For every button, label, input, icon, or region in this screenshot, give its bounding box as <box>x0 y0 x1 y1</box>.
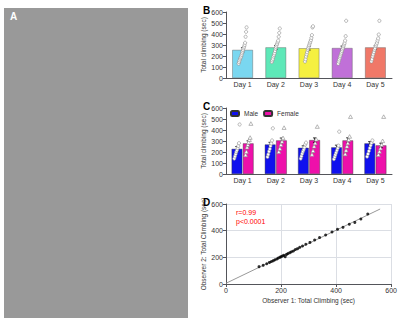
svg-text:Female: Female <box>277 110 299 117</box>
svg-text:Total climbing (sec): Total climbing (sec) <box>200 17 208 73</box>
svg-text:Day 2: Day 2 <box>267 177 285 185</box>
svg-text:200: 200 <box>275 287 287 294</box>
svg-text:300: 300 <box>211 138 223 145</box>
svg-text:200: 200 <box>211 53 223 60</box>
svg-text:0: 0 <box>219 281 223 288</box>
svg-text:100: 100 <box>211 64 223 71</box>
svg-text:Day 3: Day 3 <box>300 177 318 185</box>
svg-text:Day 3: Day 3 <box>300 81 318 89</box>
svg-text:600: 600 <box>211 105 223 112</box>
svg-text:p<0.0001: p<0.0001 <box>236 218 265 226</box>
svg-text:Observer 1: Total Climbing (se: Observer 1: Total Climbing (sec) <box>262 297 355 305</box>
svg-text:Day 2: Day 2 <box>267 81 285 89</box>
svg-text:200: 200 <box>211 254 223 261</box>
svg-text:B: B <box>203 5 210 16</box>
svg-text:Total climbing (sec): Total climbing (sec) <box>200 113 208 169</box>
svg-text:600: 600 <box>211 201 223 208</box>
svg-text:Day 5: Day 5 <box>366 81 384 89</box>
svg-text:Day 1: Day 1 <box>233 177 251 185</box>
svg-text:C: C <box>203 101 210 112</box>
svg-text:400: 400 <box>211 227 223 234</box>
svg-text:400: 400 <box>211 31 223 38</box>
svg-text:0: 0 <box>219 171 223 178</box>
svg-text:400: 400 <box>211 127 223 134</box>
svg-text:100: 100 <box>211 160 223 167</box>
svg-text:Day 1: Day 1 <box>233 81 251 89</box>
svg-text:D: D <box>203 197 210 208</box>
svg-text:400: 400 <box>330 287 342 294</box>
svg-text:Day 4: Day 4 <box>333 81 351 89</box>
svg-text:Day 4: Day 4 <box>333 177 351 185</box>
svg-text:200: 200 <box>211 149 223 156</box>
svg-text:Male: Male <box>244 110 258 117</box>
svg-text:600: 600 <box>385 287 397 294</box>
svg-text:500: 500 <box>211 116 223 123</box>
svg-text:0: 0 <box>219 75 223 82</box>
svg-text:r=0.99: r=0.99 <box>236 209 256 216</box>
svg-text:300: 300 <box>211 42 223 49</box>
svg-text:Day 5: Day 5 <box>366 177 384 185</box>
svg-text:A: A <box>10 11 17 22</box>
svg-text:600: 600 <box>211 9 223 16</box>
svg-text:0: 0 <box>224 287 228 294</box>
svg-text:Observer 2: Total Climbing (se: Observer 2: Total Climbing (sec) <box>200 198 208 291</box>
svg-text:500: 500 <box>211 20 223 27</box>
